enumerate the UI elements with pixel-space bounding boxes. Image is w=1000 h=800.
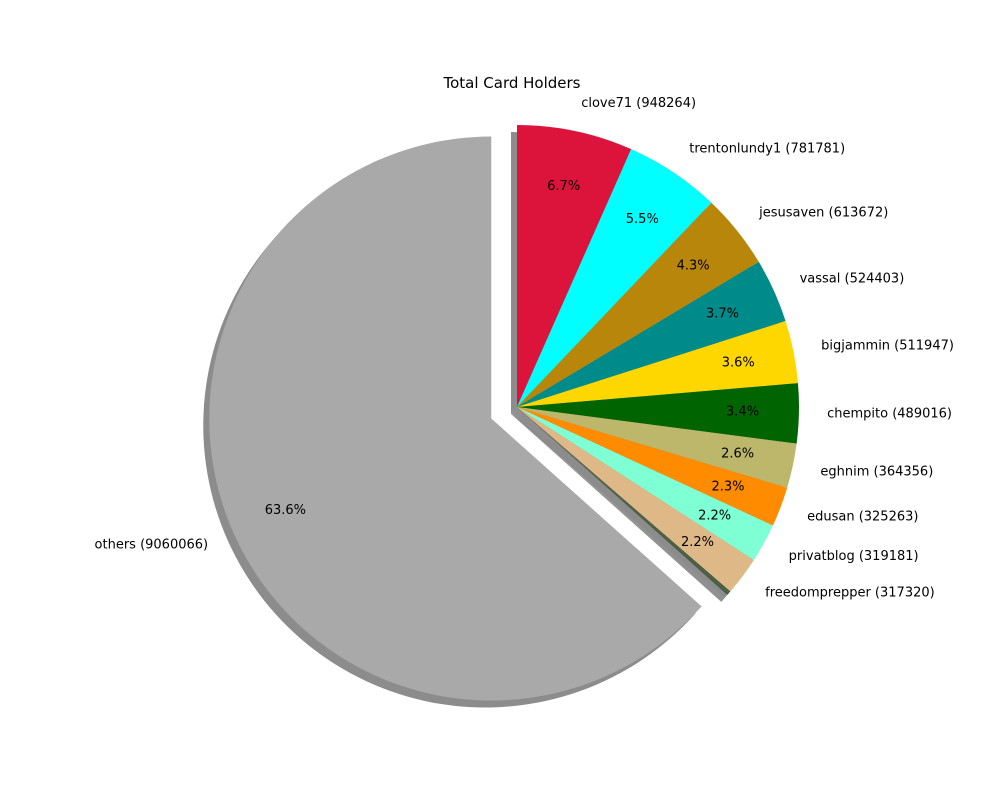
slice-label-bigjammin: bigjammin (511947) bbox=[821, 339, 954, 354]
slice-small-slice-1 bbox=[517, 407, 731, 593]
slice-vassal bbox=[517, 261, 786, 407]
slice-privatblog bbox=[517, 407, 773, 561]
slice-small-slice-3 bbox=[517, 407, 729, 595]
percent-label-trentonlundy1: 5.5% bbox=[626, 212, 659, 227]
slice-label-freedomprepper: freedomprepper (317320) bbox=[765, 586, 935, 601]
slice-shadow-small-slice-3 bbox=[511, 414, 723, 602]
slice-edusan bbox=[517, 407, 788, 526]
slice-chempito bbox=[517, 383, 799, 444]
slice-label-eghnim: eghnim (364356) bbox=[820, 464, 933, 479]
slice-label-clove71: clove71 (948264) bbox=[581, 96, 696, 111]
slice-trentonlundy1 bbox=[517, 149, 712, 407]
slice-shadow-small-slice-4 bbox=[511, 414, 723, 602]
slice-shadow-small-slice-1 bbox=[511, 414, 725, 600]
slice-jesusaven bbox=[517, 202, 759, 407]
slice-eghnim bbox=[517, 407, 797, 488]
percent-label-others: 63.6% bbox=[265, 503, 306, 518]
percent-label-vassal: 3.7% bbox=[706, 306, 739, 321]
slice-others bbox=[209, 136, 702, 701]
percent-label-chempito: 3.4% bbox=[726, 405, 759, 420]
slice-clove71 bbox=[517, 125, 632, 407]
slice-label-chempito: chempito (489016) bbox=[827, 407, 952, 422]
chart-title: Total Card Holders bbox=[442, 74, 580, 92]
percent-label-clove71: 6.7% bbox=[547, 179, 580, 194]
slice-label-vassal: vassal (524403) bbox=[800, 272, 905, 287]
slice-label-jesusaven: jesusaven (613672) bbox=[758, 206, 888, 221]
pie-slices bbox=[209, 125, 799, 701]
percent-labels: 6.7% 5.5% 4.3% 3.7% 3.6% 3.4% 2.6% 2.3% 2.2% 2.2%… bbox=[265, 179, 759, 550]
slice-small-slice-4 bbox=[517, 407, 729, 595]
slice-label-edusan: edusan (325263) bbox=[807, 509, 918, 524]
slice-bigjammin bbox=[517, 321, 798, 407]
percent-label-bigjammin: 3.6% bbox=[722, 355, 755, 370]
slice-labels: clove71 (948264) trentonlundy1 (781781) je… bbox=[95, 96, 954, 601]
slice-label-privatblog: privatblog (319181) bbox=[789, 549, 919, 564]
percent-label-eghnim: 2.6% bbox=[721, 447, 754, 462]
slice-small-slice-2 bbox=[517, 407, 730, 594]
slice-freedomprepper bbox=[517, 407, 754, 592]
percent-label-edusan: 2.3% bbox=[711, 479, 744, 494]
percent-label-freedomprepper: 2.2% bbox=[681, 535, 714, 550]
percent-label-jesusaven: 4.3% bbox=[677, 258, 710, 273]
percent-label-privatblog: 2.2% bbox=[698, 508, 731, 523]
slice-shadow-small-slice-2 bbox=[511, 414, 724, 601]
slice-label-trentonlundy1: trentonlundy1 (781781) bbox=[689, 142, 845, 157]
slice-label-others: others (9060066) bbox=[95, 538, 209, 553]
